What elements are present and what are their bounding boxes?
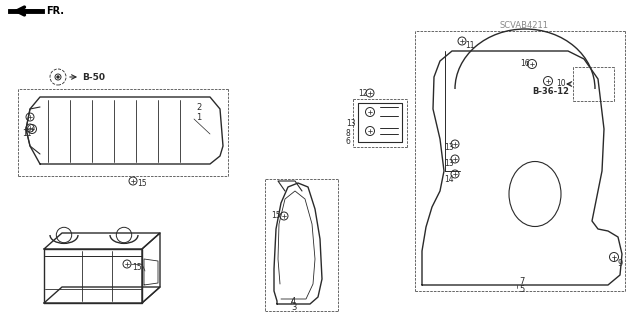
Text: 13: 13	[346, 120, 356, 129]
Text: B-36-12: B-36-12	[532, 86, 569, 95]
Text: 9: 9	[618, 259, 623, 269]
Text: 15: 15	[132, 263, 141, 271]
Text: 1: 1	[196, 113, 201, 122]
Text: 4: 4	[291, 296, 296, 306]
Text: 11: 11	[465, 41, 474, 49]
Text: 15: 15	[271, 211, 280, 220]
Text: 8: 8	[346, 130, 351, 138]
Text: 13: 13	[444, 143, 454, 152]
Text: 15: 15	[137, 180, 147, 189]
Text: 14: 14	[444, 174, 454, 183]
Text: 2: 2	[196, 102, 201, 112]
Text: 6: 6	[346, 137, 351, 145]
Text: SCVAB4211: SCVAB4211	[500, 20, 549, 29]
Text: FR.: FR.	[46, 6, 64, 16]
Text: 3: 3	[291, 303, 296, 313]
Text: 5: 5	[519, 285, 524, 293]
Text: 12: 12	[358, 88, 367, 98]
Text: B-50: B-50	[82, 72, 105, 81]
Text: 13: 13	[444, 160, 454, 168]
Text: 11: 11	[22, 129, 31, 137]
Text: 10: 10	[556, 79, 566, 88]
Text: 16: 16	[520, 60, 530, 69]
Text: 7: 7	[519, 278, 524, 286]
Circle shape	[57, 76, 59, 78]
